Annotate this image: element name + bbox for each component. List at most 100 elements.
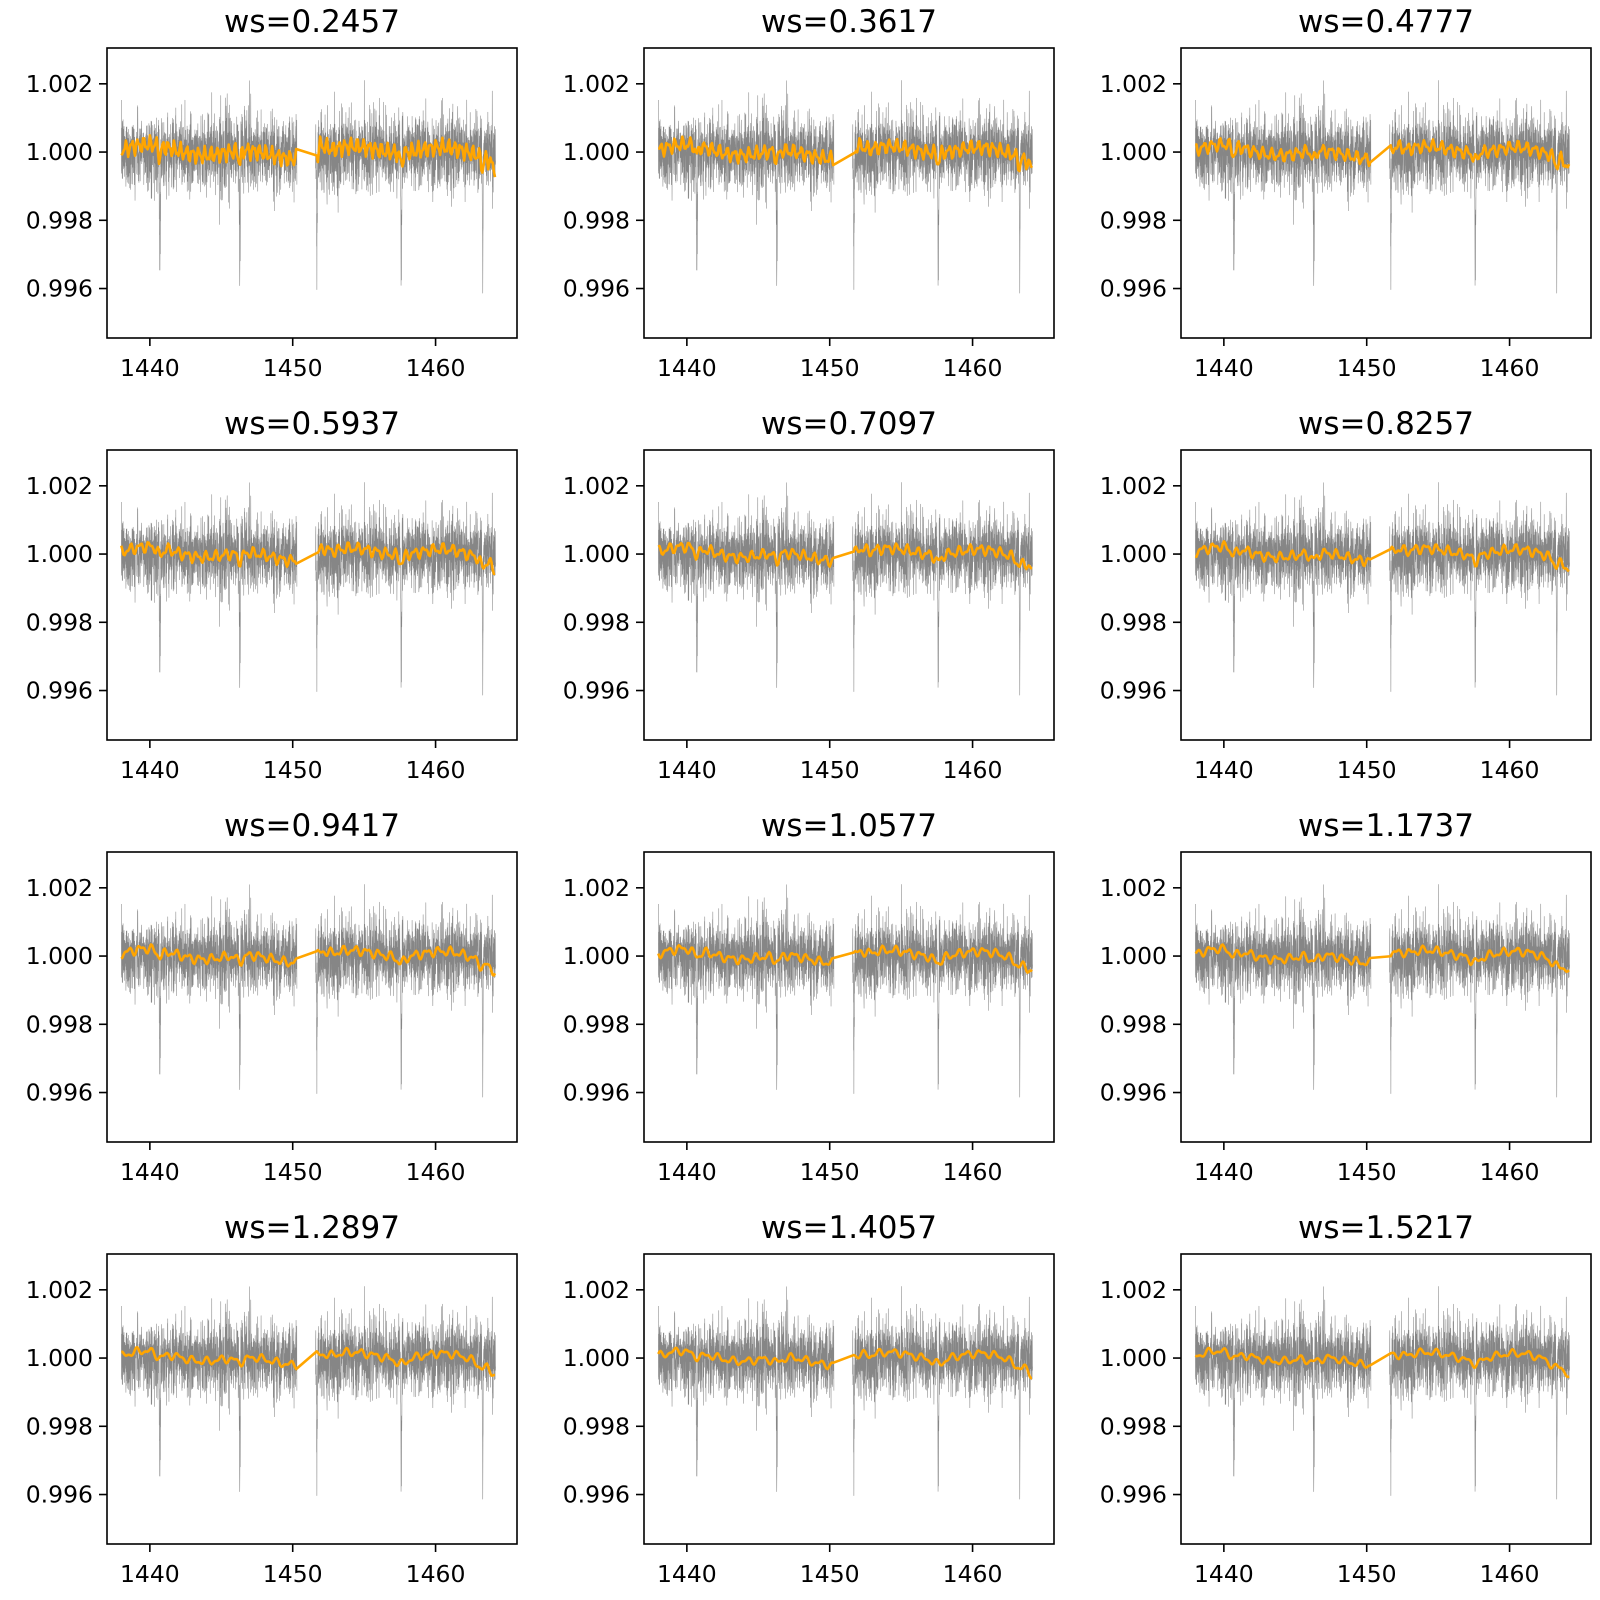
panel-title: ws=0.4777 [1298,4,1474,40]
y-tick-label: 0.996 [1100,677,1167,705]
flux-series [658,80,1033,294]
x-tick-label: 1450 [263,1560,323,1588]
panel-title: ws=0.7097 [761,406,937,442]
x-tick-label: 1460 [1480,354,1540,382]
y-tick-label: 0.996 [563,275,630,303]
trend-series [658,135,1034,173]
flux-series [121,482,496,696]
x-tick-label: 1450 [800,756,860,784]
flux-series [121,884,496,1098]
y-tick-label: 0.998 [563,1412,630,1440]
y-tick-label: 0.996 [26,1079,93,1107]
panel: 1440 1450 1460 0.996 0.998 1.000 1.002 ws=1.173… [1100,808,1592,1186]
y-tick-label: 0.998 [563,608,630,636]
trend-series [1194,1346,1570,1379]
x-tick-label: 1440 [657,1158,717,1186]
x-tick-label: 1440 [1194,1158,1254,1186]
panel: 1440 1450 1460 0.996 0.998 1.000 1.002 ws=0.709… [563,406,1055,784]
axes-frame [106,851,518,1143]
x-tick-label: 1460 [406,1158,466,1186]
trend-series [657,1346,1033,1380]
axes-frame [106,449,518,741]
y-tick-label: 0.998 [26,608,93,636]
panel: 1440 1450 1460 0.996 0.998 1.000 1.002 ws=1.521… [1100,1210,1592,1588]
panel-title: ws=0.5937 [224,406,400,442]
y-tick-label: 0.996 [1100,275,1167,303]
x-tick-label: 1440 [120,1158,180,1186]
x-tick-label: 1460 [943,1560,1003,1588]
x-tick-label: 1450 [1337,756,1397,784]
y-tick-label: 0.998 [563,1010,630,1038]
y-tick-label: 0.996 [563,1481,630,1509]
x-tick-label: 1450 [263,756,323,784]
flux-series [1195,1286,1570,1500]
flux-series [1195,482,1570,696]
x-tick-label: 1440 [657,354,717,382]
x-tick-label: 1450 [263,1158,323,1186]
y-tick-label: 0.996 [563,677,630,705]
x-tick-label: 1450 [800,354,860,382]
flux-series [1195,80,1570,294]
y-tick-label: 1.002 [1100,70,1167,98]
y-tick-label: 1.000 [26,138,93,166]
panel: 1440 1450 1460 0.996 0.998 1.000 1.002 ws=0.245… [26,4,518,382]
y-tick-label: 1.000 [563,942,630,970]
y-tick-label: 0.998 [26,206,93,234]
y-tick-label: 1.002 [26,1276,93,1304]
flux-series [658,884,1033,1098]
flux-series [1195,884,1570,1098]
y-tick-label: 1.002 [563,1276,630,1304]
y-tick-label: 0.996 [26,677,93,705]
panel: 1440 1450 1460 0.996 0.998 1.000 1.002 ws=0.361… [563,4,1055,382]
y-tick-label: 1.002 [563,472,630,500]
x-tick-label: 1450 [800,1158,860,1186]
x-tick-label: 1440 [1194,354,1254,382]
panel-title: ws=0.3617 [761,4,937,40]
y-tick-label: 1.000 [1100,138,1167,166]
x-tick-label: 1460 [406,756,466,784]
y-tick-label: 0.998 [26,1010,93,1038]
axes-frame [1180,1253,1592,1545]
y-tick-label: 1.000 [26,540,93,568]
x-tick-label: 1460 [943,756,1003,784]
trend-series [120,134,497,178]
y-tick-label: 0.998 [1100,1412,1167,1440]
x-tick-label: 1450 [1337,1560,1397,1588]
trend-series [1194,943,1570,973]
y-tick-label: 1.000 [563,1344,630,1372]
axes-frame [643,851,1055,1143]
y-tick-label: 1.002 [563,70,630,98]
panel-title: ws=1.4057 [761,1210,937,1246]
trend-series [657,541,1033,571]
x-tick-label: 1440 [657,756,717,784]
axes-frame [643,47,1055,339]
y-tick-label: 1.002 [1100,874,1167,902]
x-tick-label: 1460 [943,1158,1003,1186]
y-tick-label: 1.002 [1100,1276,1167,1304]
flux-series [658,482,1033,696]
x-tick-label: 1440 [1194,756,1254,784]
x-tick-label: 1450 [1337,354,1397,382]
y-tick-label: 1.002 [26,874,93,902]
x-tick-label: 1460 [1480,1560,1540,1588]
y-tick-label: 1.000 [1100,1344,1167,1372]
y-tick-label: 1.002 [563,874,630,902]
axes-frame [643,449,1055,741]
trend-series [1194,137,1571,171]
y-tick-label: 1.002 [26,70,93,98]
flux-series [121,1286,496,1500]
panel-title: ws=0.9417 [224,808,400,844]
trend-series [657,943,1033,974]
x-tick-label: 1440 [120,1560,180,1588]
panel-title: ws=1.5217 [1298,1210,1474,1246]
x-tick-label: 1440 [657,1560,717,1588]
panel: 1440 1450 1460 0.996 0.998 1.000 1.002 ws=1.057… [563,808,1055,1186]
flux-series [121,80,496,294]
y-tick-label: 1.000 [563,138,630,166]
axes-frame [106,1253,518,1545]
panel-title: ws=0.2457 [224,4,400,40]
axes-frame [1180,851,1592,1143]
trend-series [121,1345,496,1377]
x-tick-label: 1460 [406,1560,466,1588]
